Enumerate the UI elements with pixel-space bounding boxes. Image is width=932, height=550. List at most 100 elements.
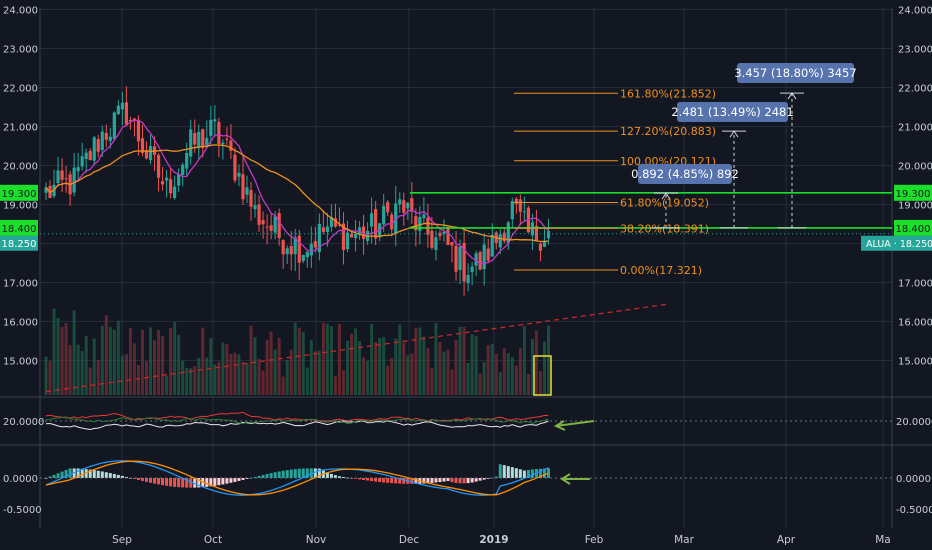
macd-histogram-bar <box>145 478 148 482</box>
macd-histogram-bar <box>84 469 88 478</box>
candle-body <box>374 209 378 239</box>
volume-bar <box>522 326 526 395</box>
candle-body <box>128 119 133 121</box>
candle-body <box>120 102 124 110</box>
volume-bar <box>317 350 321 395</box>
grid <box>0 8 932 528</box>
volume-bar <box>426 348 430 395</box>
volume-bar <box>149 327 153 395</box>
volume-bar <box>193 366 197 395</box>
level-label-right: 18.400 <box>896 224 931 235</box>
candle-body <box>92 137 96 161</box>
candle-body <box>474 253 478 266</box>
volume-bar <box>502 348 506 395</box>
macd-histogram-bar <box>124 476 128 478</box>
macd-histogram-bar <box>60 471 64 478</box>
level-label-right-box <box>894 219 932 236</box>
y-tick-label-right: 22.000 <box>898 84 932 95</box>
volume-bar <box>382 337 386 395</box>
measure-label-box <box>638 164 732 184</box>
volume-bar <box>221 342 225 395</box>
y-tick-label-left: 19.000 <box>3 201 38 212</box>
candle-body <box>522 211 526 213</box>
candle-body <box>112 112 116 140</box>
volume-bar <box>478 373 482 395</box>
macd-histogram-bar <box>374 478 378 482</box>
volume-bar <box>293 322 297 395</box>
macd-histogram-bar <box>261 474 265 478</box>
measure-label: 0.892 (4.85%) 892 <box>631 167 739 181</box>
macd-histogram-bar <box>177 478 181 488</box>
candle-body <box>370 213 374 227</box>
volume-bar <box>261 370 265 395</box>
candle-body <box>253 205 257 210</box>
candle-body <box>76 167 80 172</box>
candle-body <box>104 132 108 140</box>
macd-histogram-bar <box>434 478 438 483</box>
y-tick-label-right: 23.000 <box>898 45 932 56</box>
candle-body <box>249 190 253 207</box>
macd-tick-label-left: 0.0000 <box>3 474 38 485</box>
macd-histogram-bar <box>317 468 321 478</box>
volume-bar <box>161 336 165 395</box>
macd-histogram-bar <box>217 478 221 486</box>
candle-body <box>165 177 169 181</box>
candle-body <box>144 150 149 159</box>
volume-bars <box>44 308 552 396</box>
macd-histogram-bar <box>132 478 136 479</box>
macd-histogram-bar <box>442 478 446 482</box>
macd-histogram-bar <box>410 478 414 484</box>
indicator-series-line <box>45 416 549 425</box>
candle-body <box>434 237 438 250</box>
volume-bar <box>297 327 301 395</box>
candle-body <box>189 129 193 157</box>
macd-histogram-bar <box>201 478 205 488</box>
macd-tick-label-left: -0.5000 <box>3 505 42 516</box>
volume-bar <box>165 375 169 395</box>
macd-histogram-bar <box>52 474 56 478</box>
volume-bar <box>229 354 233 395</box>
volume-bar <box>466 362 470 395</box>
candle-body <box>498 234 502 248</box>
volume-bar <box>402 342 406 395</box>
volume-bar <box>410 353 414 395</box>
macd-histogram-bar <box>482 478 486 480</box>
macd-histogram-bar <box>108 473 112 478</box>
volume-bar <box>132 343 136 395</box>
macd-histogram-bar <box>253 476 257 478</box>
volume-bar <box>269 331 273 395</box>
measure-arrow <box>729 130 739 138</box>
macd-histogram-bar <box>498 464 502 478</box>
volume-bar <box>530 338 534 395</box>
volume-bar <box>313 351 317 395</box>
macd-histogram-bar <box>285 470 289 478</box>
volume-bar <box>44 356 48 395</box>
macd-histogram-bar <box>173 478 177 487</box>
candle-body <box>285 248 289 255</box>
level-label-right-box <box>894 184 932 201</box>
macd-histogram-bar <box>161 478 165 486</box>
volume-bar <box>169 328 173 395</box>
macd-histogram-bar <box>277 471 281 478</box>
trendline <box>45 303 670 393</box>
macd-histogram-bar <box>514 468 518 478</box>
candle-body <box>398 199 402 205</box>
volume-bar <box>430 368 434 395</box>
fibonacci-level-label: 127.20%(20.883) <box>620 125 716 138</box>
volume-bar <box>325 323 329 395</box>
candle-body <box>341 223 346 250</box>
candle-body <box>100 131 104 150</box>
volume-bar <box>482 362 486 395</box>
candle-body <box>518 199 522 212</box>
volume-bar <box>386 365 390 395</box>
x-tick-label: Ma <box>875 534 891 546</box>
candle-body <box>293 237 297 255</box>
macd-histogram-bar <box>289 469 293 478</box>
macd-histogram-bar <box>402 478 406 484</box>
volume-bar <box>341 370 345 395</box>
green-arrow-annotation-head <box>553 420 566 431</box>
level-label-left: 19.300 <box>2 189 37 200</box>
macd-histogram-bar <box>362 478 366 480</box>
candle-body <box>442 232 446 235</box>
